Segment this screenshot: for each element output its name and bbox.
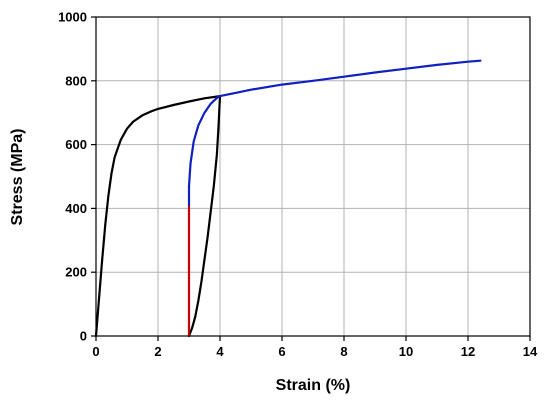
series-line-1 <box>94 94 222 338</box>
x-tick-label: 14 <box>523 344 538 359</box>
y-tick-label: 800 <box>65 73 87 88</box>
x-tick-label: 2 <box>154 344 161 359</box>
x-tick-label: 6 <box>278 344 285 359</box>
series-line-4 <box>187 59 482 207</box>
series-lines <box>94 59 482 338</box>
y-tick-label: 1000 <box>58 10 87 25</box>
x-tick-label: 0 <box>92 344 99 359</box>
y-tick-label: 0 <box>80 329 87 344</box>
y-tick-label: 200 <box>65 265 87 280</box>
axis-ticks: 0 2 4 6 8 10 12 14 0 200 400 600 800 1000 <box>58 10 538 360</box>
x-tick-label: 10 <box>399 344 413 359</box>
y-axis-title: Stress (MPa) <box>9 129 26 226</box>
x-tick-label: 8 <box>340 344 347 359</box>
y-tick-label: 600 <box>65 137 87 152</box>
series-line-2 <box>187 94 222 338</box>
x-tick-label: 4 <box>216 344 224 359</box>
x-tick-label: 12 <box>461 344 475 359</box>
y-tick-label: 400 <box>65 201 87 216</box>
plot-frame <box>95 16 531 337</box>
x-axis-title: Strain (%) <box>276 377 351 394</box>
grid-lines <box>96 17 530 336</box>
